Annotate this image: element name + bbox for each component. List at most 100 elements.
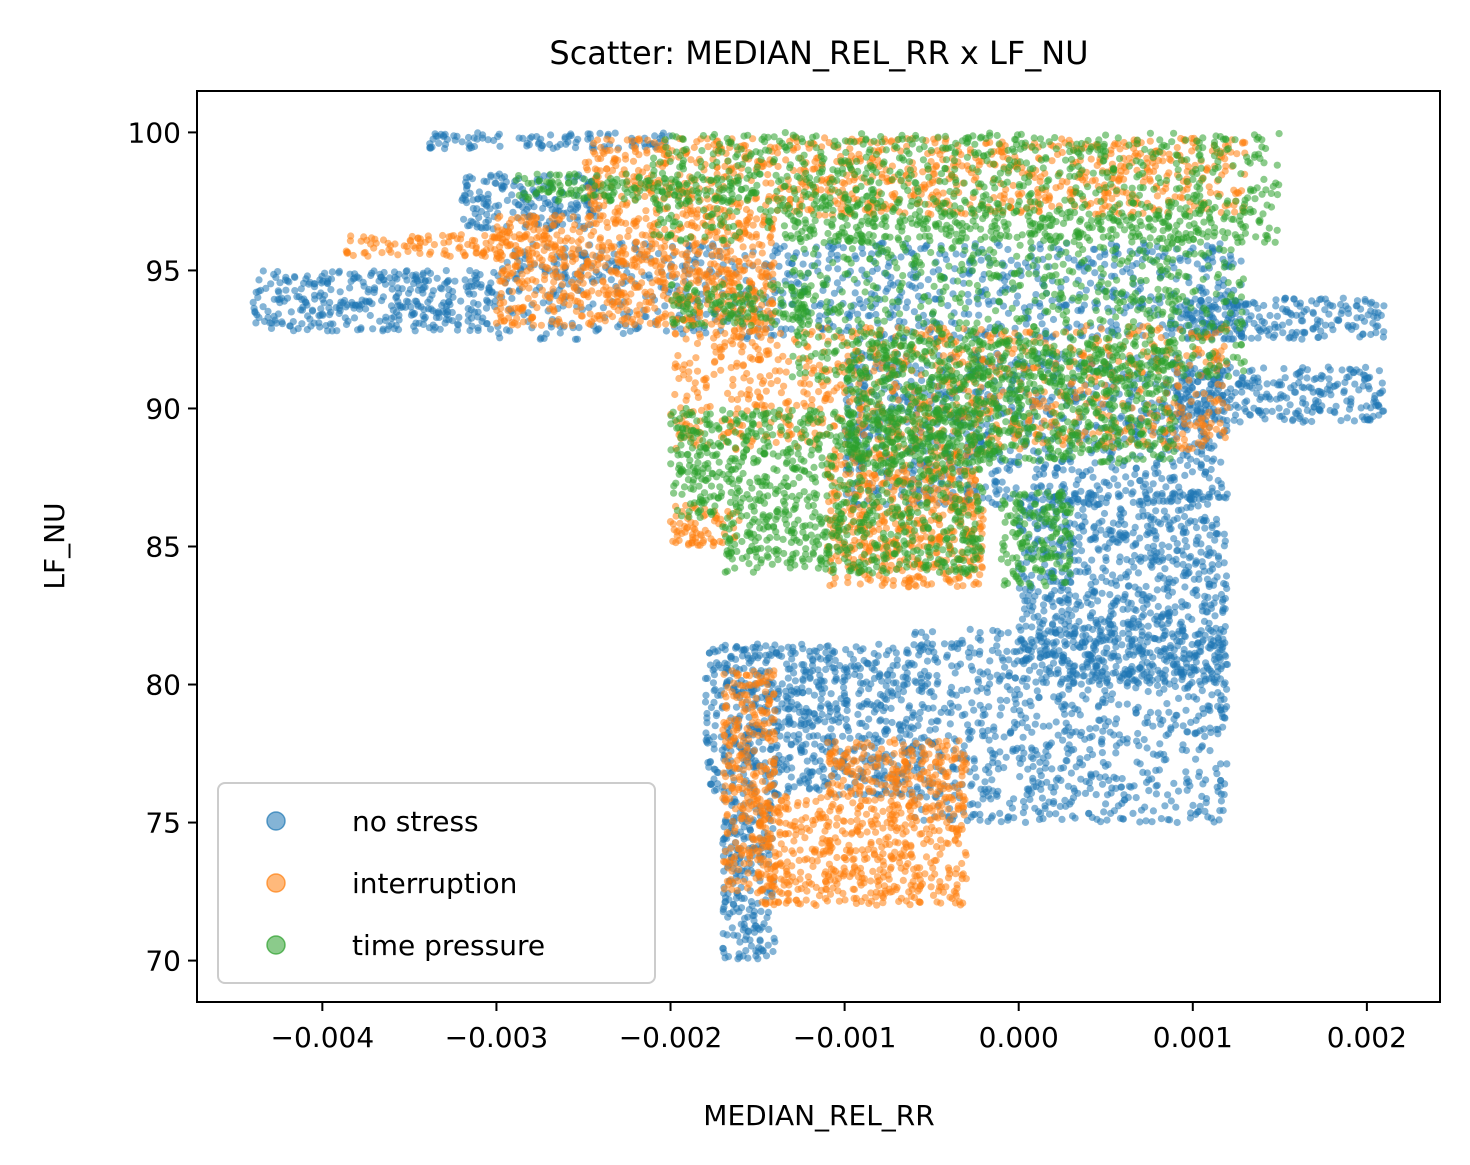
scatter-point: [1161, 802, 1169, 810]
scatter-point: [1195, 570, 1203, 578]
scatter-point: [1102, 692, 1110, 700]
scatter-point: [1214, 305, 1222, 313]
scatter-point: [1277, 391, 1285, 399]
scatter-point: [1337, 310, 1345, 318]
scatter-point: [1159, 497, 1167, 505]
scatter-point: [1189, 801, 1197, 810]
scatter-point: [508, 191, 516, 199]
scatter-point: [997, 704, 1006, 712]
scatter-point: [929, 704, 937, 712]
scatter-point: [1286, 309, 1294, 317]
scatter-point: [975, 311, 983, 319]
scatter-point: [1152, 766, 1160, 775]
scatter-point: [966, 625, 974, 634]
scatter-point: [1110, 261, 1118, 269]
scatter-point: [1183, 452, 1191, 460]
scatter-point: [1077, 775, 1085, 783]
scatter-point: [956, 660, 965, 668]
scatter-point: [370, 267, 378, 275]
scatter-point: [394, 284, 402, 292]
scatter-point: [267, 280, 275, 288]
scatter-point: [1128, 490, 1136, 498]
scatter-point: [523, 142, 531, 150]
scatter-point: [1084, 599, 1092, 607]
scatter-point: [1353, 314, 1361, 322]
scatter-point: [1208, 457, 1216, 465]
scatter-point: [274, 295, 282, 304]
scatter-point: [999, 656, 1007, 665]
scatter-point: [1152, 507, 1160, 515]
scatter-point: [1128, 662, 1136, 671]
scatter-point: [920, 703, 928, 711]
scatter-point: [1194, 399, 1202, 408]
scatter-point: [1132, 464, 1140, 472]
scatter-point: [278, 318, 286, 326]
scatter-point: [492, 179, 500, 187]
scatter-point: [1115, 493, 1123, 501]
scatter-point: [1099, 667, 1107, 676]
scatter-point: [259, 303, 267, 311]
scatter-point: [1329, 302, 1337, 310]
scatter-point: [1010, 648, 1018, 656]
scatter-point: [1330, 382, 1338, 391]
scatter-point: [460, 191, 469, 199]
scatter-point: [335, 269, 343, 277]
scatter-point: [1061, 710, 1069, 718]
scatter-point: [1024, 765, 1032, 773]
scatter-point: [1187, 809, 1195, 817]
scatter-point: [834, 265, 842, 273]
scatter-point: [859, 249, 867, 258]
scatter-point: [1048, 621, 1057, 629]
scatter-point: [1258, 411, 1266, 419]
scatter-point: [1200, 517, 1208, 525]
scatter-point: [410, 322, 418, 330]
scatter-point: [1069, 637, 1077, 646]
scatter-point: [1193, 260, 1201, 268]
scatter-point: [1124, 605, 1132, 613]
scatter-point: [985, 300, 993, 308]
scatter-point: [276, 279, 284, 287]
scatter-point: [1063, 675, 1071, 683]
scatter-point: [1192, 537, 1201, 545]
scatter-point: [1001, 663, 1009, 671]
scatter-point: [987, 814, 995, 822]
scatter-point: [1184, 257, 1192, 265]
scatter-point: [1171, 603, 1179, 611]
scatter-point: [1004, 816, 1012, 824]
scatter-point: [1220, 530, 1228, 538]
scatter-point: [1182, 706, 1190, 714]
scatter-point: [463, 181, 472, 189]
scatter-point: [1115, 701, 1123, 709]
scatter-point: [539, 299, 547, 307]
scatter-point: [1018, 719, 1026, 727]
scatter-point: [1011, 674, 1020, 682]
scatter-point: [958, 636, 966, 644]
scatter-point: [1180, 645, 1188, 654]
scatter-point: [1040, 464, 1048, 473]
scatter-point: [1005, 672, 1013, 680]
scatter-point: [1105, 776, 1113, 785]
scatter-point: [1266, 311, 1274, 320]
scatter-point: [1326, 406, 1334, 415]
scatter-point: [361, 297, 370, 305]
scatter-point: [1078, 728, 1086, 737]
scatter-point: [1081, 735, 1089, 743]
scatter-point: [1136, 818, 1144, 826]
scatter-point: [971, 764, 979, 772]
scatter-point: [979, 732, 987, 740]
scatter-point: [1217, 480, 1225, 488]
scatter-point: [1351, 380, 1359, 388]
scatter-point: [1014, 657, 1022, 665]
scatter-point: [991, 732, 999, 741]
scatter-point: [395, 316, 403, 324]
scatter-point: [1332, 402, 1340, 410]
scatter-point: [861, 382, 869, 390]
scatter-point: [1124, 582, 1132, 590]
scatter-point: [972, 773, 980, 781]
scatter-point: [1253, 389, 1261, 397]
scatter-point: [1122, 473, 1130, 481]
scatter-point: [477, 207, 486, 216]
scatter-point: [1068, 466, 1076, 474]
scatter-point: [547, 131, 555, 139]
scatter-point: [336, 301, 344, 309]
